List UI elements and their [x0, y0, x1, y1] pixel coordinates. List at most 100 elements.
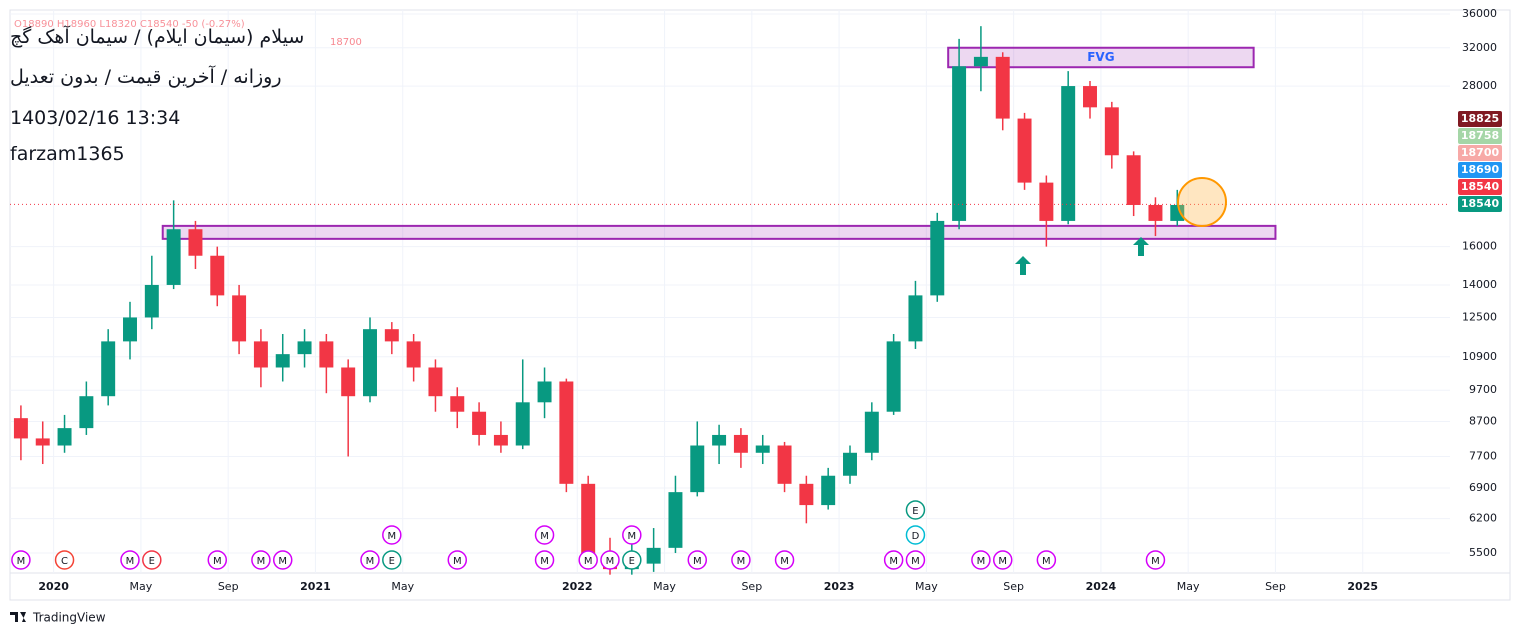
y-tick-label: 6200	[1469, 512, 1497, 525]
event-marker	[360, 550, 380, 570]
candle-body	[1061, 86, 1076, 221]
arrow-up	[1015, 256, 1031, 275]
candle-body	[1104, 107, 1119, 156]
event-marker	[883, 550, 904, 570]
event-label: M	[911, 556, 920, 567]
event-marker	[905, 500, 926, 520]
candle-body	[319, 341, 334, 368]
event-marker	[207, 550, 228, 570]
candle-body	[777, 445, 792, 484]
candle-body	[13, 418, 28, 439]
candle-body	[123, 317, 137, 342]
candle-body	[210, 255, 225, 296]
event-marker	[272, 550, 293, 570]
candle-body	[733, 434, 748, 453]
candle-body	[493, 434, 508, 446]
price-label: 18758	[1461, 129, 1499, 142]
x-tick-label: May	[653, 580, 676, 593]
candle-body	[384, 329, 399, 342]
candle-body	[821, 475, 836, 506]
price-label-bg	[1458, 196, 1502, 212]
arrow-up	[1133, 237, 1149, 256]
candle-body	[363, 329, 377, 397]
y-tick-label: 36000	[1462, 7, 1497, 20]
price-label-bg	[1458, 179, 1502, 195]
event-marker	[622, 550, 642, 570]
candle-body	[712, 434, 727, 446]
candle-body	[1126, 155, 1141, 205]
title: سیلام (سیمان ایلام) / سیمان آهک گچ	[10, 26, 305, 48]
y-tick-label: 8700	[1469, 414, 1497, 427]
x-tick-label: 2023	[824, 580, 855, 593]
event-marker	[731, 550, 751, 570]
event-label: M	[889, 556, 898, 567]
candle-body	[1170, 204, 1185, 221]
y-tick-label: 14000	[1462, 278, 1497, 291]
candle-body	[668, 492, 683, 548]
candle-body	[297, 341, 312, 355]
x-tick-label: Sep	[1003, 580, 1024, 593]
event-label: M	[998, 556, 1007, 567]
y-tick-label: 6900	[1469, 481, 1497, 494]
price-label-bg	[1458, 145, 1502, 161]
y-tick-label: 10900	[1462, 350, 1497, 363]
frame	[9, 9, 1511, 601]
price-label-bg	[1458, 128, 1502, 144]
event-marker	[905, 525, 926, 545]
event-label: M	[584, 556, 593, 567]
x-tick-label: May	[130, 580, 153, 593]
y-tick-label: 28000	[1462, 79, 1497, 92]
candle-body	[1083, 86, 1097, 108]
ohlc-legend: O18890 H18960 L18320 C18540 -50 (-0.27%)	[14, 19, 245, 30]
event-marker	[687, 550, 708, 570]
event-label: M	[366, 556, 375, 567]
x-tick-label: 2025	[1347, 580, 1378, 593]
legend-price: 18700	[330, 37, 362, 48]
candle-body	[799, 483, 814, 506]
event-marker	[120, 550, 140, 570]
y-tick-label: 12500	[1462, 310, 1497, 323]
timestamp: 1403/02/16 13:34	[10, 107, 181, 129]
price-label: 18540	[1461, 197, 1500, 210]
event-label: M	[737, 556, 746, 567]
price-label: 18825	[1461, 112, 1499, 125]
event-label: M	[278, 556, 287, 567]
candle-body	[1017, 118, 1032, 183]
candle-body	[35, 438, 50, 446]
x-tick-label: 2022	[562, 580, 593, 593]
event-marker	[447, 550, 468, 570]
y-tick-label: 16000	[1462, 240, 1497, 253]
y-tick-label: 32000	[1462, 41, 1497, 54]
x-tick-label: Sep	[1265, 580, 1286, 593]
y-tick-label: 7700	[1469, 449, 1497, 462]
candle-body	[232, 295, 247, 342]
candle-body	[973, 56, 988, 67]
candle-body	[537, 381, 552, 403]
event-label: M	[627, 531, 636, 542]
candle-body	[144, 284, 159, 318]
candle-body	[450, 396, 465, 412]
event-marker	[600, 550, 620, 570]
x-tick-label: May	[391, 580, 414, 593]
author: farzam1365	[10, 143, 125, 165]
highlight-circle	[1177, 177, 1227, 227]
event-marker	[992, 550, 1013, 570]
x-tick-label: May	[915, 580, 938, 593]
event-marker	[54, 550, 75, 570]
event-label: M	[540, 531, 549, 542]
candle-body	[1148, 204, 1163, 221]
candle-body	[843, 452, 857, 476]
event-label: M	[977, 556, 986, 567]
event-label: M	[213, 556, 222, 567]
candle-body	[57, 428, 72, 446]
brand-logo	[10, 612, 26, 622]
candle-body	[690, 445, 705, 493]
candle-body	[166, 229, 181, 285]
event-label: M	[1042, 556, 1051, 567]
candle-body	[275, 354, 290, 368]
event-label: M	[606, 556, 615, 567]
event-label: E	[149, 556, 155, 567]
event-marker	[578, 550, 598, 570]
